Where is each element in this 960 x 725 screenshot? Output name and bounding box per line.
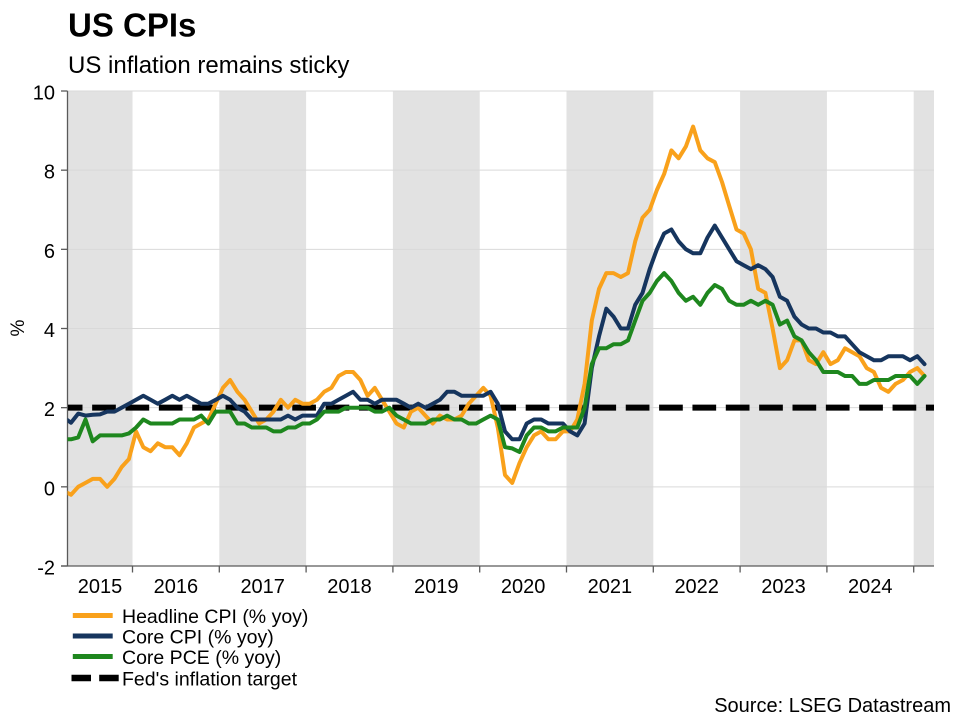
svg-text:%: % [8, 319, 29, 336]
svg-text:2024: 2024 [848, 576, 893, 598]
svg-text:2018: 2018 [327, 576, 372, 598]
svg-text:2: 2 [44, 399, 55, 421]
svg-text:0: 0 [44, 478, 55, 500]
svg-text:US CPIs: US CPIs [68, 7, 196, 44]
svg-text:10: 10 [33, 83, 55, 105]
svg-text:Headline CPI (% yoy): Headline CPI (% yoy) [122, 606, 308, 628]
svg-text:2022: 2022 [674, 576, 719, 598]
svg-text:Core CPI (% yoy): Core CPI (% yoy) [122, 626, 274, 648]
svg-text:US inflation remains sticky: US inflation remains sticky [68, 52, 349, 79]
svg-text:-2: -2 [37, 558, 55, 580]
svg-text:Core PCE (% yoy): Core PCE (% yoy) [122, 647, 281, 669]
svg-text:2015: 2015 [78, 576, 123, 598]
svg-text:8: 8 [44, 162, 55, 184]
svg-text:6: 6 [44, 241, 55, 263]
svg-text:2016: 2016 [154, 576, 199, 598]
svg-text:2017: 2017 [240, 576, 285, 598]
svg-text:2021: 2021 [588, 576, 633, 598]
svg-text:4: 4 [44, 320, 55, 342]
svg-text:2020: 2020 [501, 576, 546, 598]
svg-text:Source: LSEG Datastream: Source: LSEG Datastream [714, 695, 951, 717]
svg-text:2019: 2019 [414, 576, 459, 598]
svg-text:Fed's inflation target: Fed's inflation target [122, 668, 298, 690]
svg-text:2023: 2023 [761, 576, 806, 598]
